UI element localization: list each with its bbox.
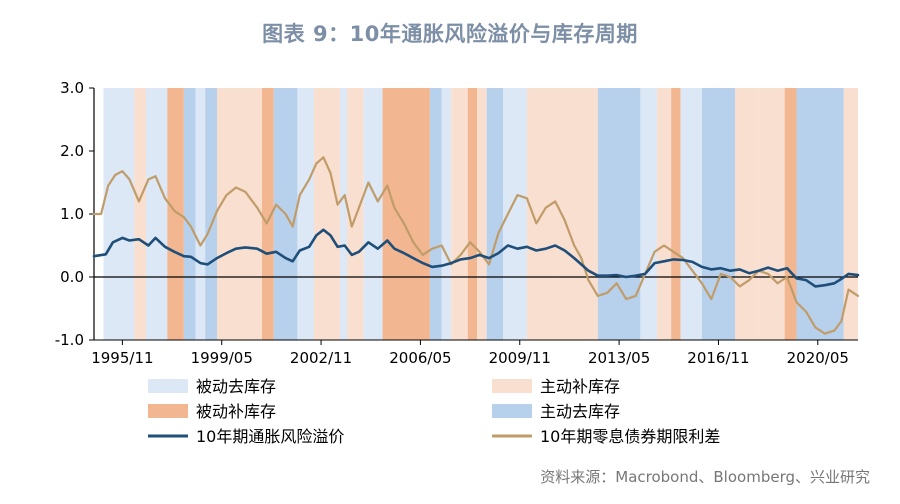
- y-tick-label-0: 3.0: [60, 79, 84, 97]
- series-line-zero_coupon_spread: [92, 156, 860, 335]
- phase-band-27: [656, 88, 672, 340]
- phase-band-17: [441, 88, 452, 340]
- phase-band-15: [382, 88, 430, 340]
- y-tick-label-3: 0.0: [60, 268, 84, 286]
- legend-label-inflation_premium: 10年期通胀风险溢价: [196, 427, 344, 446]
- legend-swatch-active_destock: [492, 404, 532, 418]
- phase-band-33: [784, 88, 797, 340]
- x-tick-label-6: 2016/11: [687, 349, 749, 367]
- phase-band-2: [146, 88, 168, 340]
- phase-band-24: [557, 88, 598, 340]
- legend-label-active_restock: 主动补库存: [540, 377, 620, 396]
- phase-band-1: [134, 88, 147, 340]
- phase-band-8: [261, 88, 274, 340]
- legend-label-passive_restock: 被动补库存: [196, 402, 276, 421]
- legend-label-passive_destock: 被动去库存: [196, 377, 276, 396]
- phase-band-21: [486, 88, 504, 340]
- legend-swatch-passive_destock: [148, 379, 188, 393]
- phase-band-5: [195, 88, 206, 340]
- y-tick-label-4: -1.0: [55, 331, 84, 349]
- legend-swatch-active_restock: [492, 379, 532, 393]
- phase-band-4: [183, 88, 196, 340]
- legend-label-active_destock: 主动去库存: [540, 402, 620, 421]
- phase-band-0: [103, 88, 135, 340]
- source-note: 资料来源：Macrobond、Bloomberg、兴业研究: [540, 468, 870, 486]
- phase-band-14: [363, 88, 383, 340]
- phase-band-12: [339, 88, 348, 340]
- y-tick-label-2: 1.0: [60, 205, 84, 223]
- phase-band-31: [735, 88, 759, 340]
- x-tick-label-5: 2013/05: [588, 349, 650, 367]
- phase-band-6: [205, 88, 217, 340]
- x-tick-label-2: 2002/11: [290, 349, 352, 367]
- phase-band-7: [216, 88, 262, 340]
- x-tick-label-1: 1999/05: [191, 349, 253, 367]
- phase-band-19: [467, 88, 478, 340]
- y-tick-label-1: 2.0: [60, 142, 84, 160]
- phase-band-16: [429, 88, 442, 340]
- phase-band-11: [313, 88, 340, 340]
- x-tick-label-3: 2006/05: [389, 349, 451, 367]
- legend-label-zero_coupon_spread: 10年期零息债券期限利差: [540, 427, 720, 446]
- phase-band-30: [701, 88, 736, 340]
- phase-band-10: [297, 88, 314, 340]
- series-lines: [92, 156, 860, 335]
- series-line-inflation_premium: [92, 228, 860, 288]
- legend-swatch-passive_restock: [148, 404, 188, 418]
- phase-band-20: [477, 88, 487, 340]
- phase-band-29: [680, 88, 702, 340]
- phase-band-3: [167, 88, 184, 340]
- chart-title: 图表 9：10年通胀风险溢价与库存周期: [262, 22, 638, 46]
- phase-band-34: [796, 88, 844, 340]
- phase-band-18: [451, 88, 468, 340]
- phase-band-28: [671, 88, 681, 340]
- axes: 3.0 2.0 1.0 0.0 -1.0 1995/11 1999/05 2002/11 200…: [55, 79, 858, 367]
- x-tick-label-0: 1995/11: [91, 349, 153, 367]
- phase-band-25: [597, 88, 641, 340]
- x-tick-label-7: 2020/05: [787, 349, 849, 367]
- phase-band-32: [758, 88, 785, 340]
- x-tick-label-4: 2009/11: [489, 349, 551, 367]
- phase-band-26: [640, 88, 657, 340]
